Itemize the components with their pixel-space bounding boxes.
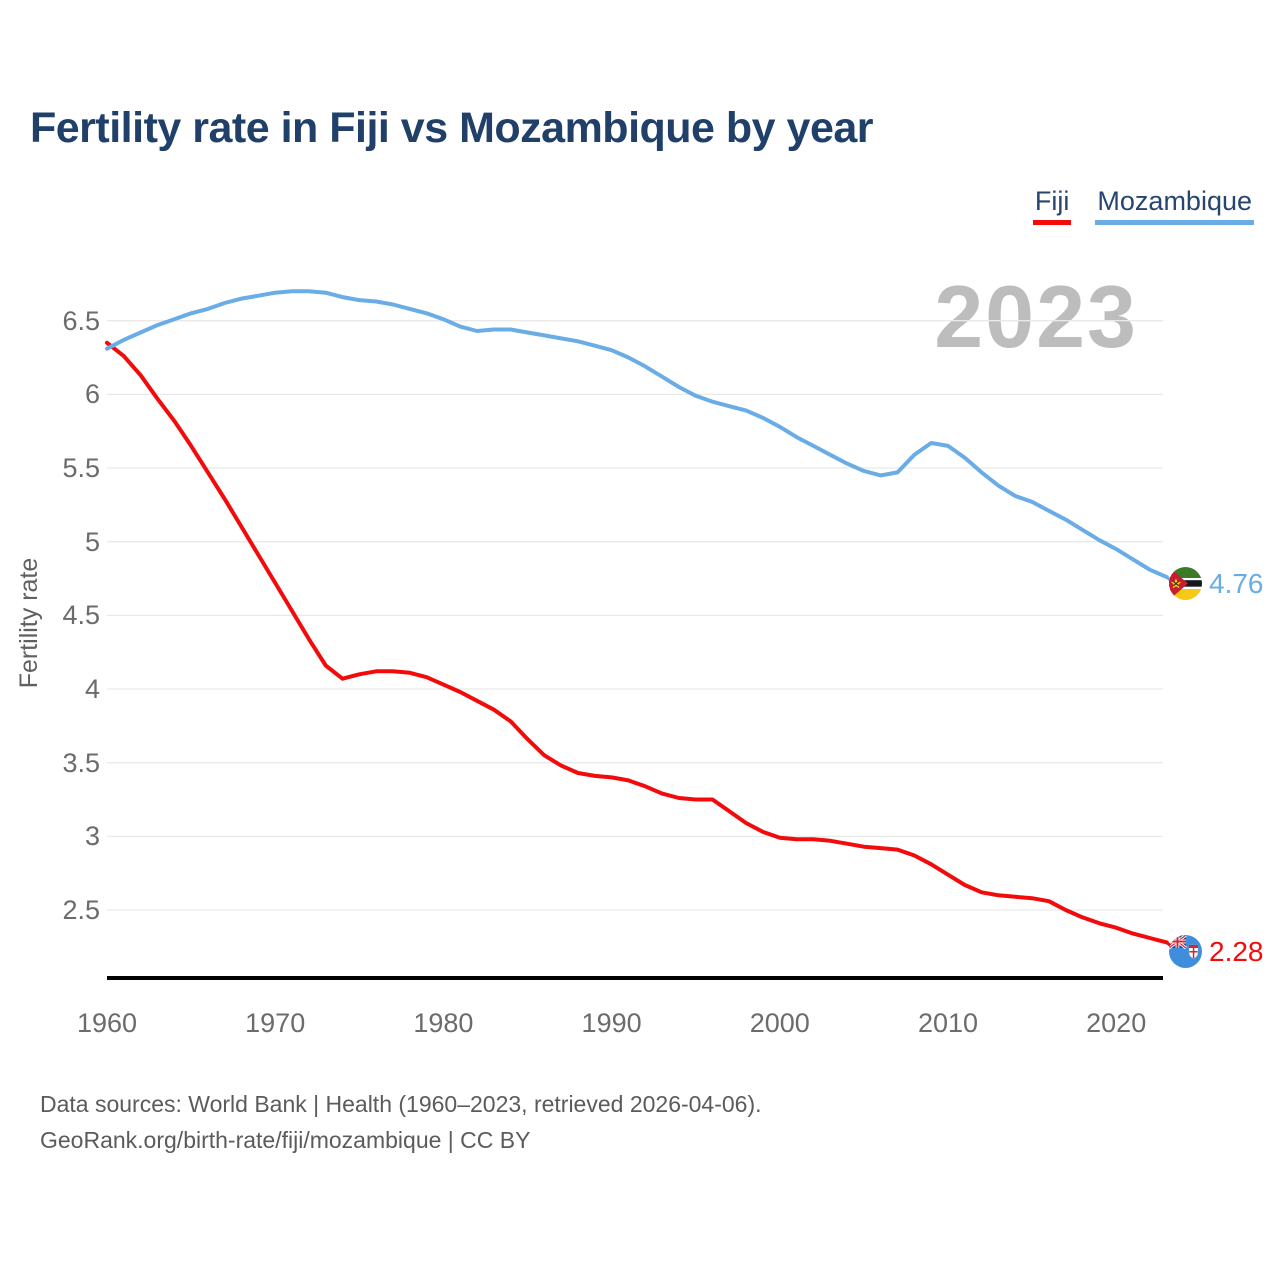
x-tick-label: 1970 (245, 1008, 306, 1038)
x-tick-label: 1980 (413, 1008, 474, 1038)
mozambique-flag-icon (1169, 567, 1202, 600)
fiji-flag-icon (1169, 935, 1202, 968)
x-tick-label: 2010 (917, 1008, 979, 1038)
x-tick-label: 1960 (76, 1008, 138, 1038)
y-tick-label: 3 (84, 821, 100, 852)
y-tick-label: 6.5 (62, 305, 100, 336)
footer-data-sources: Data sources: World Bank | Health (1960–… (40, 1091, 762, 1117)
end-value-mozambique: 4.76 (1209, 567, 1264, 599)
footer: Data sources: World Bank | Health (1960–… (40, 1086, 762, 1158)
y-tick-label: 5.5 (62, 453, 100, 484)
page-title: Fertility rate in Fiji vs Mozambique by … (30, 104, 874, 152)
y-tick-label: 3.5 (62, 747, 100, 778)
legend-item-fiji[interactable]: Fiji (1032, 186, 1072, 225)
y-tick-label: 5 (84, 526, 100, 557)
x-tick-label: 2020 (1086, 1008, 1147, 1038)
x-tick-label: 2000 (749, 1008, 810, 1038)
y-tick-label: 6 (84, 379, 100, 410)
watermark-year: 2023 (934, 267, 1138, 366)
legend-item-mozambique[interactable]: Mozambique (1095, 186, 1254, 225)
end-value-fiji: 2.28 (1209, 935, 1264, 967)
series-line-fiji (105, 340, 1169, 945)
series-line-mozambique (105, 289, 1169, 580)
end-label-mozambique: 4.76 (1169, 567, 1264, 600)
y-tick-label: 2.5 (62, 895, 100, 926)
footer-attribution: GeoRank.org/birth-rate/fiji/mozambique |… (40, 1127, 531, 1153)
y-tick-label: 4 (84, 674, 100, 705)
y-tick-label: 4.5 (62, 600, 100, 631)
end-label-fiji: 2.28 (1169, 935, 1264, 968)
x-tick-label: 1990 (581, 1008, 642, 1038)
legend: Fiji Mozambique (1032, 186, 1254, 225)
